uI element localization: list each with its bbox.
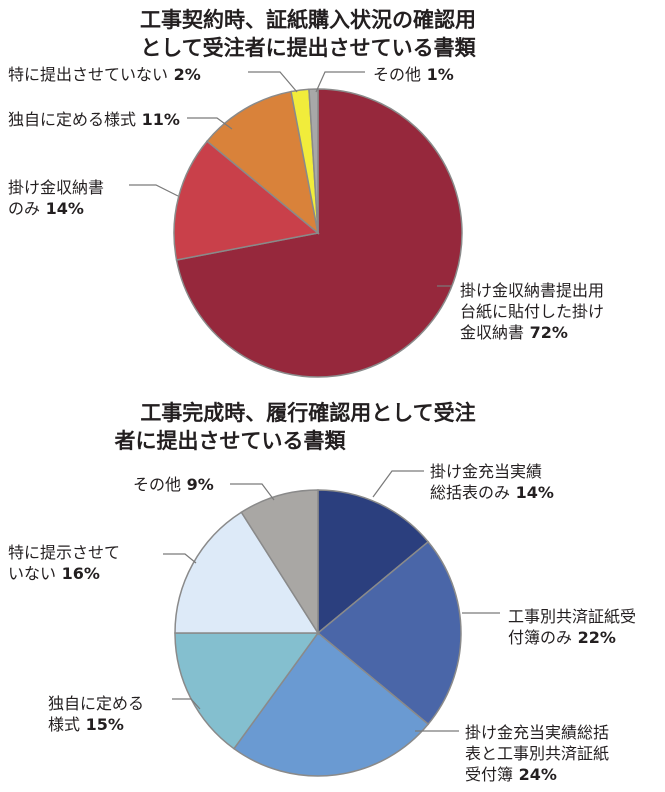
chart1-leader-3 — [248, 71, 298, 93]
chart1-pie — [173, 88, 463, 378]
chart1-slice-1 — [173, 140, 320, 261]
chart2-title-line2: 者に提出させている書類 — [115, 429, 347, 453]
chart2-pct-0: 14% — [510, 483, 554, 502]
chart2-leader-0 — [372, 470, 424, 498]
chart1-pct-2: 11% — [136, 110, 180, 129]
chart2-label-2-line2: 受付簿 24% — [465, 765, 557, 784]
chart1-label-1-line1: のみ 14% — [8, 199, 84, 218]
chart2-label-5-line0: その他 9% — [133, 475, 214, 494]
chart1-slice-2 — [205, 90, 320, 235]
chart1-label-1-line0: 掛け金収納書 — [8, 178, 104, 197]
chart2-pct-2: 24% — [513, 765, 557, 784]
chart2-pct-3: 15% — [80, 715, 124, 734]
chart2-pie — [174, 489, 462, 777]
chart2-label-0-line0: 掛け金充当実績 — [430, 462, 542, 481]
chart2-leader-3 — [172, 698, 201, 710]
chart2-slice-4 — [174, 511, 320, 634]
chart2-leader-4 — [163, 553, 197, 564]
chart1-leader-4 — [315, 71, 365, 93]
chart1-pct-4: 1% — [421, 65, 454, 84]
chart2-slice-1 — [316, 540, 462, 726]
chart2-label-0-line1: 総括表のみ 14% — [430, 483, 554, 502]
chart1-label-0-line0: 掛け金収納書提出用 — [460, 281, 604, 300]
chart2-slice-0 — [317, 489, 430, 635]
chart2-label-1-line1: 付簿のみ 22% — [508, 628, 616, 647]
chart1-leader-2 — [187, 117, 233, 130]
chart2-label-1-line0: 工事別共済証紙受 — [508, 607, 636, 626]
chart1-label-0-line2: 金収納書 72% — [460, 323, 568, 342]
chart1-label-0-line1: 台紙に貼付した掛け — [460, 302, 604, 321]
chart2-label-3-line1: 様式 15% — [48, 715, 124, 734]
chart1-pct-0: 72% — [524, 323, 568, 342]
chart1-label-2-line0: 独自に定める様式 11% — [8, 110, 180, 129]
chart1-pct-1: 14% — [40, 199, 84, 218]
chart1-label-4-line0: その他 1% — [373, 65, 454, 84]
chart2-slice-3 — [174, 632, 320, 750]
chart2-label-2-line0: 掛け金充当実績総括 — [465, 723, 609, 742]
chart2-label-2-line1: 表と工事別共済証紙 — [465, 744, 609, 763]
chart2-label-4-line0: 特に提示させて — [8, 543, 120, 562]
chart2-leader-5 — [230, 483, 275, 501]
chart2-slice-2 — [232, 631, 430, 777]
chart2-title-line1: 工事完成時、履行確認用として受注 — [140, 401, 475, 425]
chart1-title-line1: 工事契約時、証紙購入状況の確認用 — [140, 8, 476, 32]
chart2-pct-5: 9% — [181, 475, 214, 494]
chart1-leader-1 — [129, 184, 179, 197]
chart2-slice-5 — [240, 489, 319, 636]
chart2-pct-4: 16% — [56, 564, 100, 583]
chart1-title-line2: として受注者に提出させている書類 — [140, 36, 476, 60]
chart2-label-3-line0: 独自に定める — [48, 694, 144, 713]
chart2-label-4-line1: いない 16% — [8, 564, 100, 583]
chart1-slice-0 — [175, 88, 463, 378]
chart2-pct-1: 22% — [572, 628, 616, 647]
chart1-label-3-line0: 特に提出させていない 2% — [8, 65, 201, 84]
chart1-pct-3: 2% — [168, 65, 201, 84]
